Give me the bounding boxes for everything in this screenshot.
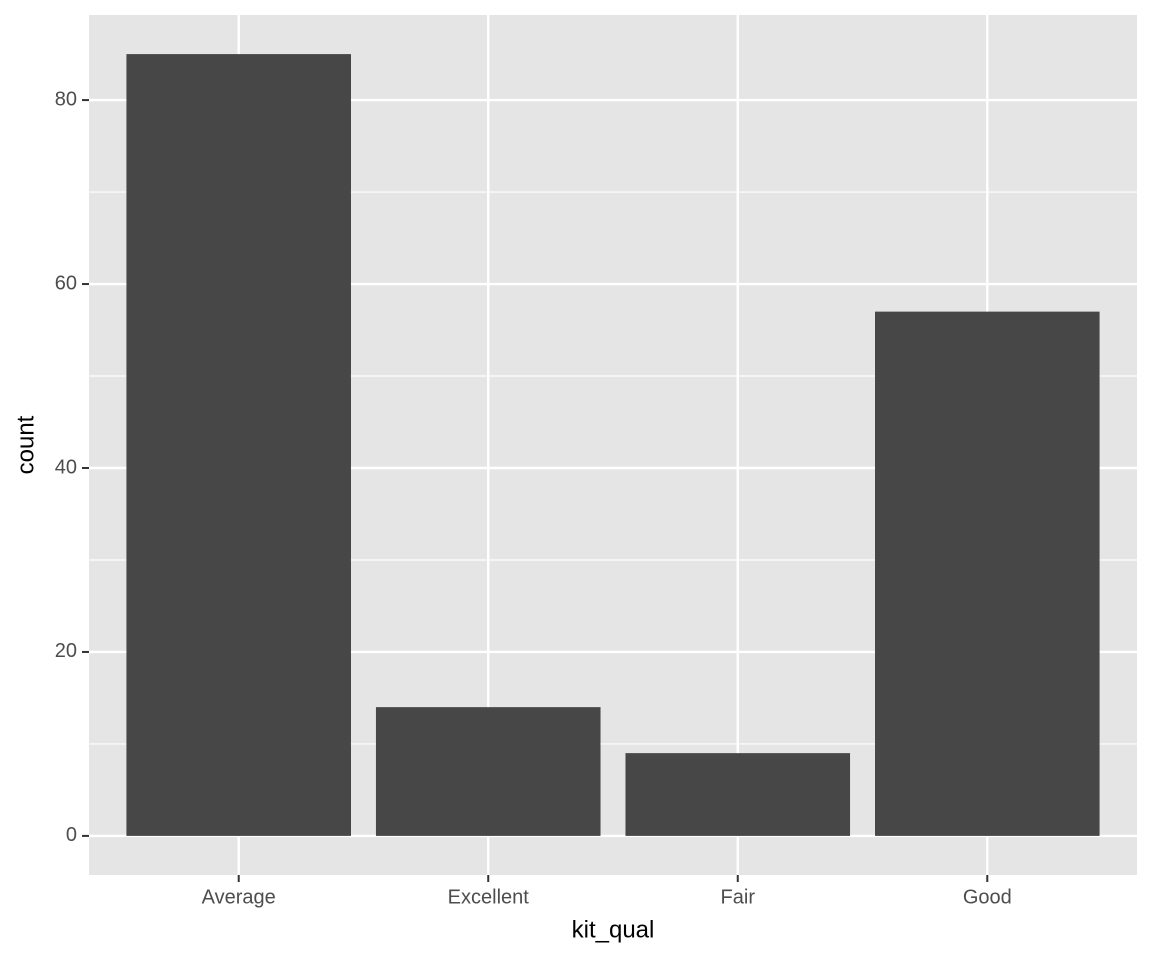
y-tick-label: 80 <box>55 88 77 110</box>
y-tick-label: 0 <box>66 824 77 846</box>
x-tick-label: Excellent <box>448 886 530 908</box>
bar <box>126 54 351 836</box>
bar <box>875 311 1100 836</box>
x-tick-label: Average <box>202 886 276 908</box>
bar <box>625 753 851 836</box>
x-tick-label: Good <box>963 886 1012 908</box>
y-tick-label: 60 <box>55 272 77 294</box>
bar <box>375 707 601 836</box>
y-tick-label: 20 <box>55 640 77 662</box>
x-tick-label: Fair <box>721 886 756 908</box>
y-tick-label: 40 <box>55 456 77 478</box>
x-axis-title: kit_qual <box>572 916 655 943</box>
y-axis-title: count <box>12 415 39 474</box>
